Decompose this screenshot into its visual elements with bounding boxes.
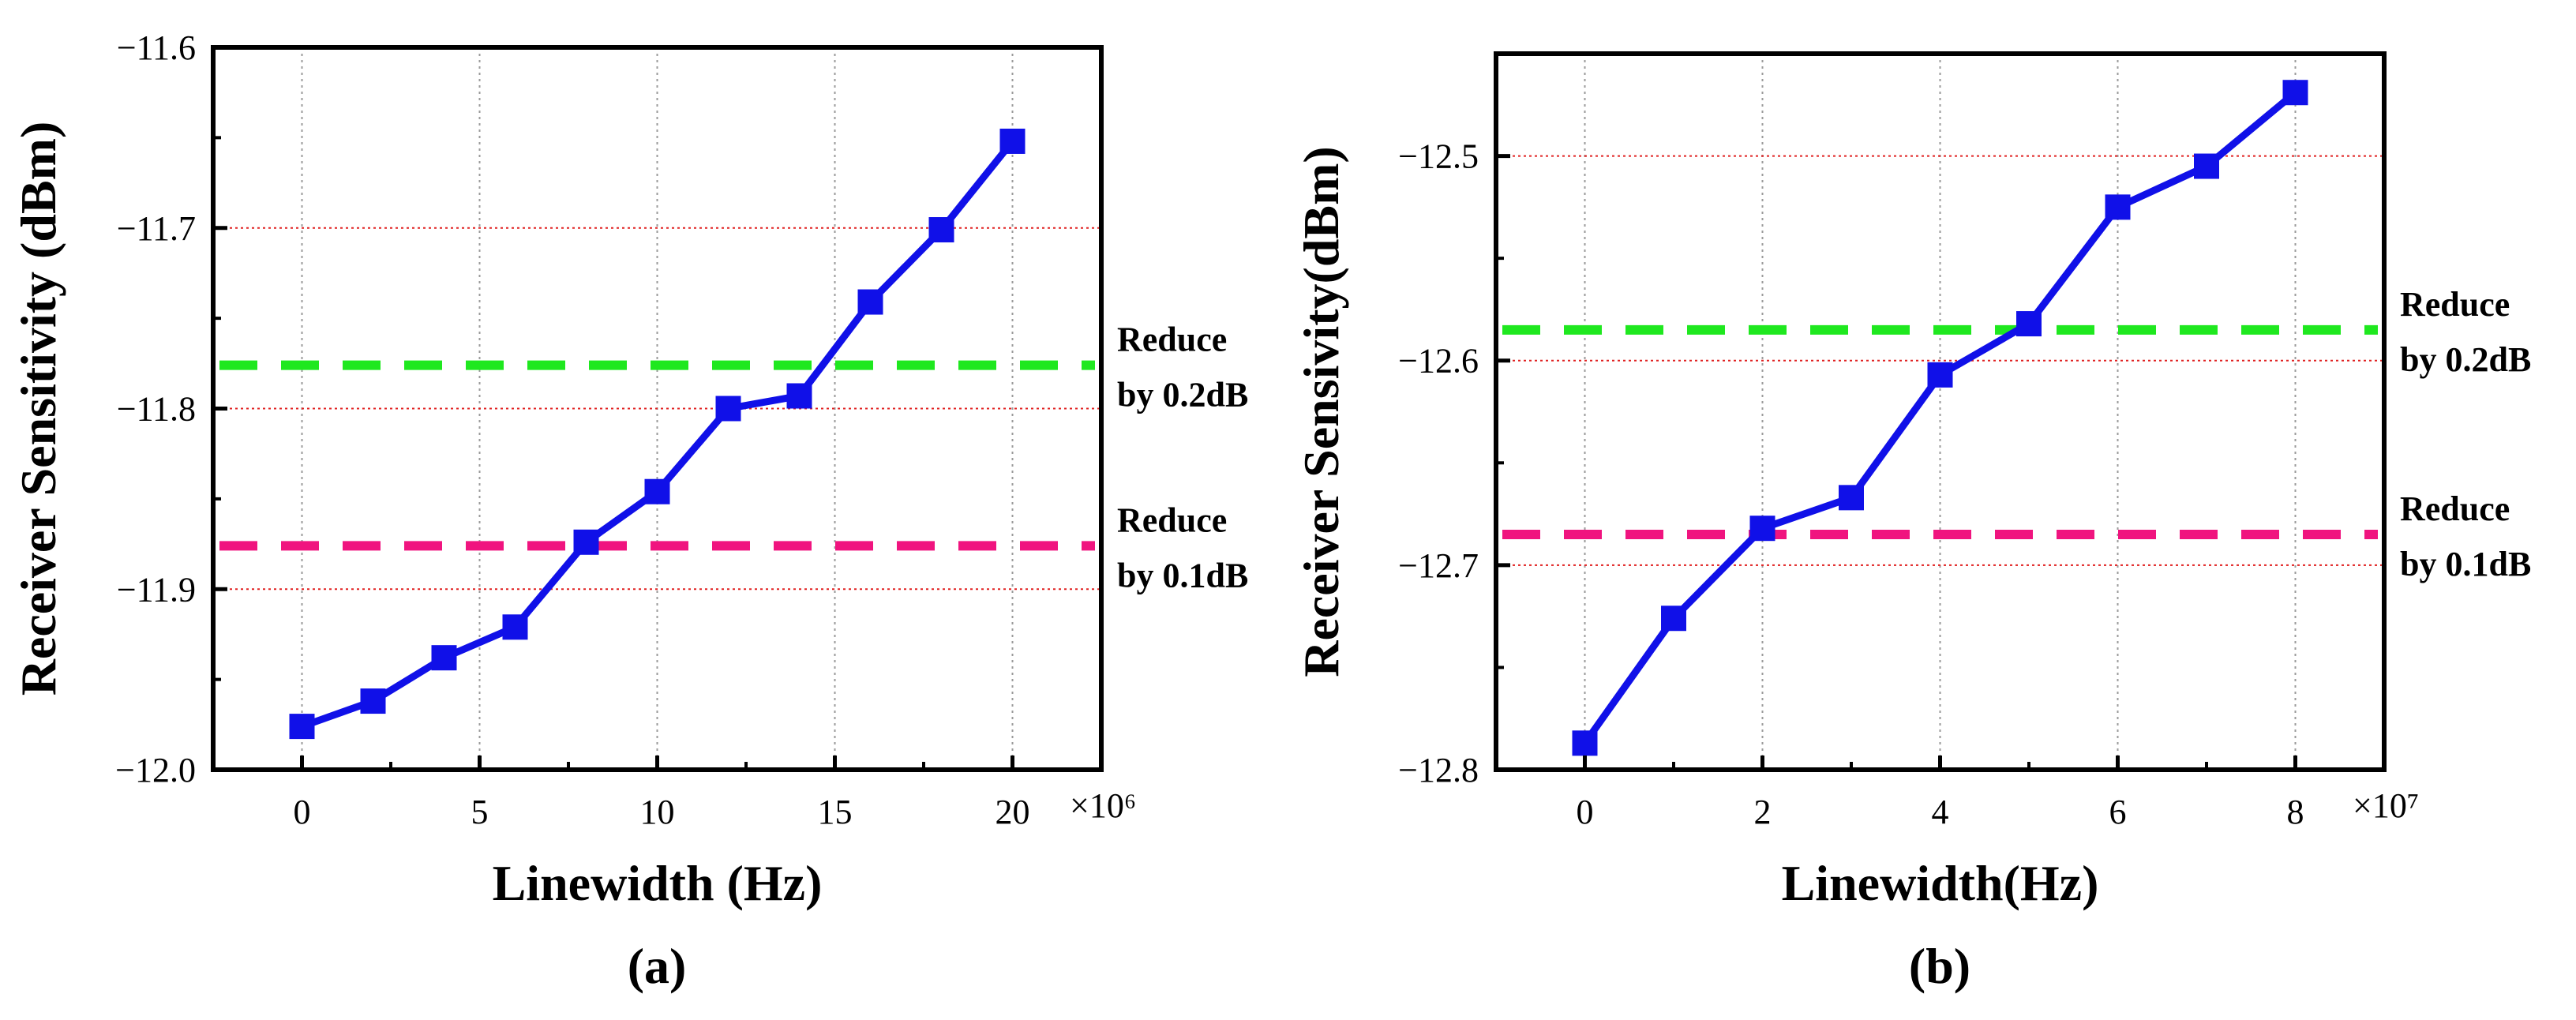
x-tick-label: 6 xyxy=(2109,793,2127,831)
data-point xyxy=(431,645,457,671)
data-point xyxy=(502,614,528,640)
data-point xyxy=(289,714,315,740)
panel-label: (b) xyxy=(1909,938,1970,994)
x-tick-label: 20 xyxy=(996,793,1030,831)
y-tick-label: −11.8 xyxy=(117,390,196,429)
reference-label-line-1: Reduce xyxy=(2400,285,2510,324)
x-tick-label: 2 xyxy=(1754,793,1772,831)
chart-panel-a: Reduce by 0.2dB Reduce by 0.1dB 0 5 10 15 20 −12.… xyxy=(10,28,1248,994)
data-point xyxy=(2282,80,2308,106)
x-multiplier: ×10⁷ xyxy=(2353,786,2419,825)
data-point xyxy=(1661,606,1686,632)
x-tick-label: 4 xyxy=(1932,793,1949,831)
reference-label-line-1: Reduce xyxy=(2400,489,2510,528)
data-point xyxy=(715,396,741,422)
y-tick-label: −12.7 xyxy=(1398,546,1479,585)
x-tick-label: 0 xyxy=(294,793,311,831)
x-tick-label: 15 xyxy=(818,793,853,831)
series-line xyxy=(1581,88,2299,747)
x-axis-label: Linewidth(Hz) xyxy=(1782,855,2099,911)
data-point xyxy=(644,478,670,504)
reference-label-line-2: by 0.1dB xyxy=(2400,545,2531,583)
y-tick-label: −11.6 xyxy=(117,28,196,67)
data-point xyxy=(1839,485,1864,511)
x-tick-label: 5 xyxy=(471,793,489,831)
data-point xyxy=(999,128,1026,154)
reference-label-line-1: Reduce xyxy=(1117,501,1227,539)
y-tick-label: −11.7 xyxy=(117,209,196,248)
data-point xyxy=(573,529,599,555)
x-multiplier: ×10⁶ xyxy=(1070,786,1136,825)
reference-label-line-2: by 0.2dB xyxy=(1117,376,1248,414)
y-tick-label: −12.8 xyxy=(1398,751,1479,789)
data-point xyxy=(360,688,386,714)
reference-label-line-2: by 0.1dB xyxy=(1117,556,1248,594)
data-point xyxy=(2194,153,2219,179)
data-point xyxy=(1572,730,1598,756)
y-axis-label: Receiver Sensivity(dBm) xyxy=(1293,146,1349,677)
data-point xyxy=(786,383,812,409)
data-point xyxy=(1749,516,1775,542)
x-tick-label: 0 xyxy=(1577,793,1594,831)
y-tick-label: −12.0 xyxy=(115,751,196,789)
y-axis-label: Receiver Sensitivity (dBm) xyxy=(10,122,66,696)
reference-label-line-1: Reduce xyxy=(1117,321,1227,359)
y-tick-label: −12.6 xyxy=(1398,342,1479,381)
chart-panel-b: Reduce by 0.2dB Reduce by 0.1dB 0 2 4 6 8 −12.8 −1… xyxy=(1293,51,2531,994)
x-tick-label: 10 xyxy=(640,793,675,831)
y-tick-label: −12.5 xyxy=(1398,137,1479,176)
data-point xyxy=(1927,362,1953,388)
x-tick-label: 8 xyxy=(2287,793,2304,831)
x-axis-label: Linewidth (Hz) xyxy=(493,855,823,911)
panel-label: (a) xyxy=(628,938,687,994)
data-point xyxy=(2016,311,2042,337)
reference-label-line-2: by 0.2dB xyxy=(2400,340,2531,379)
data-point xyxy=(857,289,883,315)
data-point xyxy=(2105,194,2131,220)
y-tick-label: −11.9 xyxy=(117,570,196,609)
data-point xyxy=(928,217,954,243)
